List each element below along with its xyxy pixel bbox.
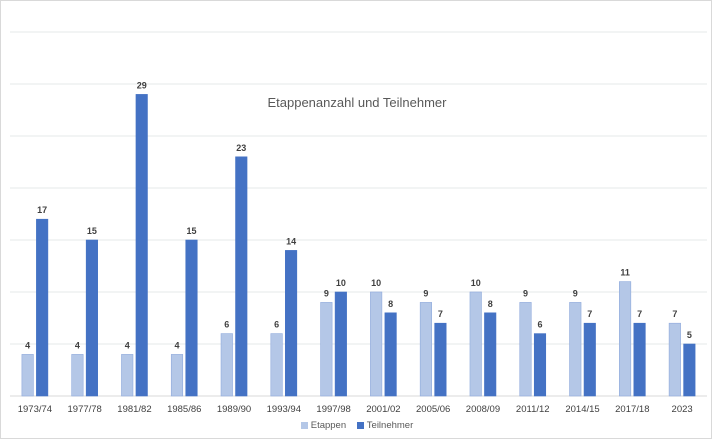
x-tick-label: 1985/86 [167,404,201,415]
bar-etappen [619,281,632,397]
data-label-etappen: 6 [274,320,279,330]
x-tick-label: 2017/18 [615,404,649,415]
chart-title: Etappenanzahl und Teilnehmer [267,95,447,110]
bar-teilnehmer [85,239,98,397]
data-label-etappen: 9 [523,288,528,298]
data-label-etappen: 9 [324,288,329,298]
data-label-teilnehmer: 6 [537,320,542,330]
bar-etappen [170,354,184,397]
legend: Etappen Teilnehmer [1,420,711,432]
bar-teilnehmer [185,239,198,397]
data-label-teilnehmer: 23 [236,143,246,153]
data-label-etappen: 11 [620,268,630,278]
data-label-teilnehmer: 5 [687,330,692,340]
x-tick-label: 2008/09 [466,404,500,415]
data-label-etappen: 9 [423,288,428,298]
legend-swatch-teilnehmer [356,422,364,429]
bar-teilnehmer [285,250,298,397]
data-label-etappen: 6 [224,320,229,330]
legend-label-etappen: Etappen [310,420,347,431]
x-tick-label: 1981/82 [117,404,151,415]
bar-teilnehmer [583,322,596,397]
data-label-teilnehmer: 15 [186,226,196,236]
data-label-teilnehmer: 15 [87,226,97,236]
bar-teilnehmer [384,312,397,397]
x-tick-label: 2001/02 [366,404,400,415]
data-label-etappen: 10 [471,278,481,288]
bar-teilnehmer [683,343,696,397]
data-label-teilnehmer: 14 [286,236,296,246]
legend-item-etappen: Etappen [300,420,347,431]
bar-teilnehmer [235,156,248,397]
x-tick-label: 1993/94 [267,404,301,415]
legend-label-teilnehmer: Teilnehmer [366,420,414,431]
bar-teilnehmer [135,94,148,397]
data-label-etappen: 4 [174,340,179,350]
bar-etappen [668,322,681,397]
legend-swatch-etappen [300,422,308,429]
data-label-teilnehmer: 10 [336,278,346,288]
x-tick-label: 2023 [672,404,693,415]
data-label-teilnehmer: 7 [438,309,443,319]
bar-etappen [21,354,34,397]
x-tick-label: 2011/12 [516,404,550,415]
bar-etappen [519,302,532,397]
bar-etappen [121,354,134,397]
bar-teilnehmer [633,322,646,397]
bar-teilnehmer [533,333,547,397]
legend-item-teilnehmer: Teilnehmer [356,420,414,431]
bar-teilnehmer [36,218,49,397]
bar-etappen [320,302,333,397]
data-label-etappen: 10 [371,278,381,288]
x-tick-label: 2005/06 [416,404,450,415]
x-tick-label: 1989/90 [217,404,251,415]
bar-teilnehmer [434,322,447,397]
data-label-etappen: 7 [672,309,677,319]
bar-etappen [270,333,283,397]
x-tick-label: 1977/78 [68,404,102,415]
bar-teilnehmer [334,291,347,397]
data-label-etappen: 4 [75,340,80,350]
data-label-etappen: 4 [25,340,30,350]
data-label-etappen: 9 [573,288,578,298]
bar-etappen [469,291,482,397]
data-label-teilnehmer: 17 [37,205,47,215]
data-label-teilnehmer: 8 [488,299,493,309]
data-label-teilnehmer: 29 [137,80,147,90]
data-label-teilnehmer: 7 [637,309,642,319]
data-label-teilnehmer: 8 [388,299,393,309]
x-tick-label: 1973/74 [18,404,52,415]
bar-teilnehmer [484,312,497,397]
bar-etappen [220,333,233,397]
bar-etappen [370,291,383,397]
data-label-teilnehmer: 7 [587,309,592,319]
bar-etappen [419,302,432,397]
x-tick-label: 2014/15 [565,404,599,415]
bar-etappen [569,302,582,397]
bar-etappen [71,354,84,397]
data-label-etappen: 4 [125,340,130,350]
x-tick-label: 1997/98 [316,404,350,415]
